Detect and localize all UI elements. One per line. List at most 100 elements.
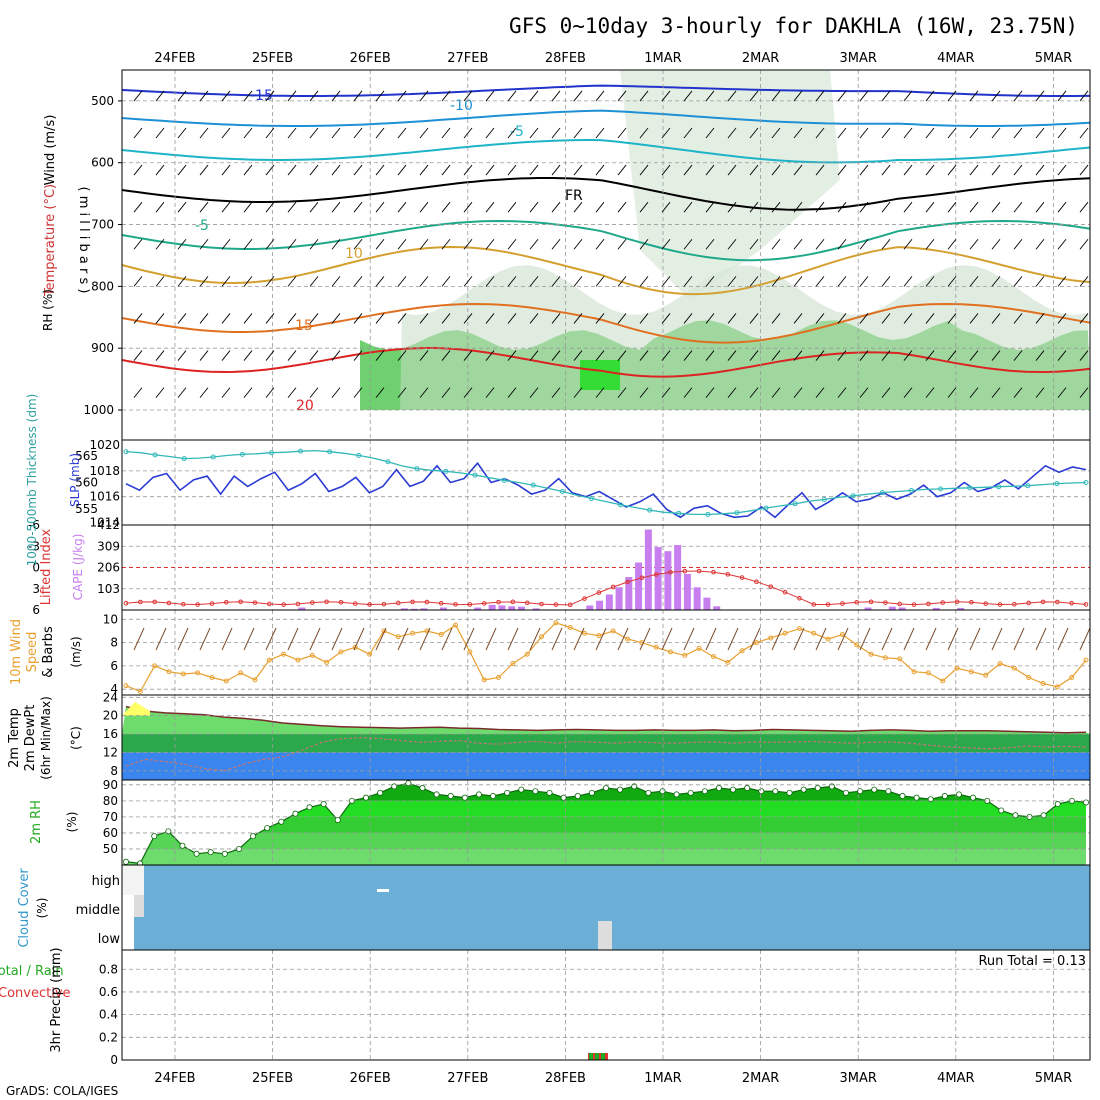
wind-barb	[551, 350, 561, 361]
wind-barb	[617, 127, 627, 139]
wind-barb	[837, 201, 847, 213]
wind-barb	[859, 350, 869, 361]
wind-barb	[1013, 90, 1023, 102]
li-marker	[381, 601, 387, 607]
date-label-bottom: 5MAR	[1035, 1071, 1072, 1086]
wind-barb	[925, 387, 935, 398]
wind-speed-marker	[309, 652, 315, 658]
thickness-marker	[821, 497, 827, 502]
wind-barb	[1035, 627, 1047, 651]
wind-barb	[155, 313, 165, 324]
wind-barb	[661, 90, 671, 102]
wind-barb	[353, 387, 363, 398]
thickness-marker	[501, 477, 507, 483]
rh-marker	[913, 794, 920, 801]
max-temp-marker	[122, 701, 150, 716]
tick-label: 50	[103, 842, 118, 856]
wind-barb	[683, 313, 693, 324]
li-marker	[625, 579, 630, 585]
wind-barb	[661, 627, 673, 651]
li-marker	[1069, 600, 1074, 606]
wind-barb	[1079, 201, 1089, 213]
wind-barb	[947, 127, 957, 139]
wind-barb	[265, 164, 275, 176]
wind-barb	[771, 627, 783, 651]
wind-barb	[287, 127, 297, 139]
wind-barb	[419, 627, 431, 651]
wind-barb	[221, 276, 231, 287]
bottom-date-labels: 24FEB 25FEB 26FEB 27FEB 28FEB 1MAR 2MAR 3MAR 4MA…	[154, 1071, 1072, 1086]
cape-bar	[615, 587, 623, 610]
wind-barb	[903, 313, 913, 324]
wind-barb	[485, 350, 495, 361]
wind-speed-marker	[582, 630, 588, 636]
contour-minus15	[121, 84, 1090, 97]
wind-barb	[991, 276, 1001, 287]
wind-barb	[815, 201, 825, 213]
thickness-marker	[734, 510, 740, 516]
wind-barb	[1057, 238, 1067, 250]
wind-barb	[507, 238, 517, 250]
tick-label: 1016	[89, 490, 120, 504]
li-marker	[897, 601, 903, 607]
wind-barb	[419, 238, 429, 250]
wind-speed-marker	[209, 675, 215, 681]
p8-label-b: Convective	[0, 986, 71, 1001]
p2-thick-label: 1000-500mb Thickness (dm)	[25, 394, 39, 567]
wind-barb	[661, 201, 671, 213]
cape-bar	[517, 606, 525, 610]
wind-barb	[221, 387, 231, 398]
wind-barb	[265, 313, 275, 324]
wind-barb	[133, 164, 143, 176]
wind-barb	[551, 127, 561, 139]
wind-barb	[793, 238, 803, 250]
li-marker	[926, 601, 931, 607]
wind-speed-marker	[1069, 675, 1075, 681]
cape-bar	[420, 608, 428, 610]
wind-speed-marker	[1011, 665, 1017, 671]
wind-barb	[881, 313, 891, 324]
rh-marker	[687, 789, 694, 796]
rh-marker	[362, 794, 369, 801]
wind-barb	[375, 350, 385, 361]
cape-bar	[703, 597, 711, 610]
wind-barb	[265, 201, 275, 213]
surface-gap	[122, 410, 1090, 440]
rh-marker	[998, 807, 1005, 814]
wind-barb	[727, 238, 737, 250]
li-marker	[123, 600, 129, 606]
li-marker	[438, 600, 444, 606]
contour-label: 15	[295, 318, 313, 334]
li-marker	[797, 595, 802, 601]
wind-barb	[573, 313, 583, 324]
cloud-panel: high middle low	[76, 864, 1091, 951]
wind-barb	[749, 127, 759, 139]
li-marker	[266, 601, 272, 607]
wind-barb	[969, 90, 979, 102]
wind-barb	[639, 90, 649, 102]
wind-barb	[837, 238, 847, 250]
wind-barb	[683, 238, 693, 250]
cape-bar	[888, 606, 896, 610]
top-date-labels: 24FEB 25FEB 26FEB 27FEB 28FEB 1MAR 2MAR 3MAR 4MA…	[154, 51, 1072, 66]
tick-label: 600	[91, 156, 114, 170]
tick-label: 1020	[89, 438, 120, 452]
cloud-high-clear	[377, 889, 389, 892]
li-marker	[539, 601, 544, 607]
wind-barb	[419, 127, 429, 139]
date-label-bottom: 4MAR	[937, 1071, 974, 1086]
wind-speed-marker	[567, 624, 573, 630]
tick-label: 565	[75, 449, 98, 463]
wind-barb	[397, 276, 407, 287]
wind-barb	[243, 276, 253, 287]
date-label-bottom: 3MAR	[839, 1071, 876, 1086]
thickness-marker	[472, 472, 478, 478]
wind-speed-marker	[782, 630, 788, 636]
wind-barb	[1013, 387, 1023, 398]
wind-barb	[793, 276, 803, 287]
rh-marker	[758, 788, 765, 795]
li-marker	[553, 602, 559, 607]
wind-barb	[309, 238, 319, 250]
cloud-row-label: middle	[76, 903, 120, 918]
